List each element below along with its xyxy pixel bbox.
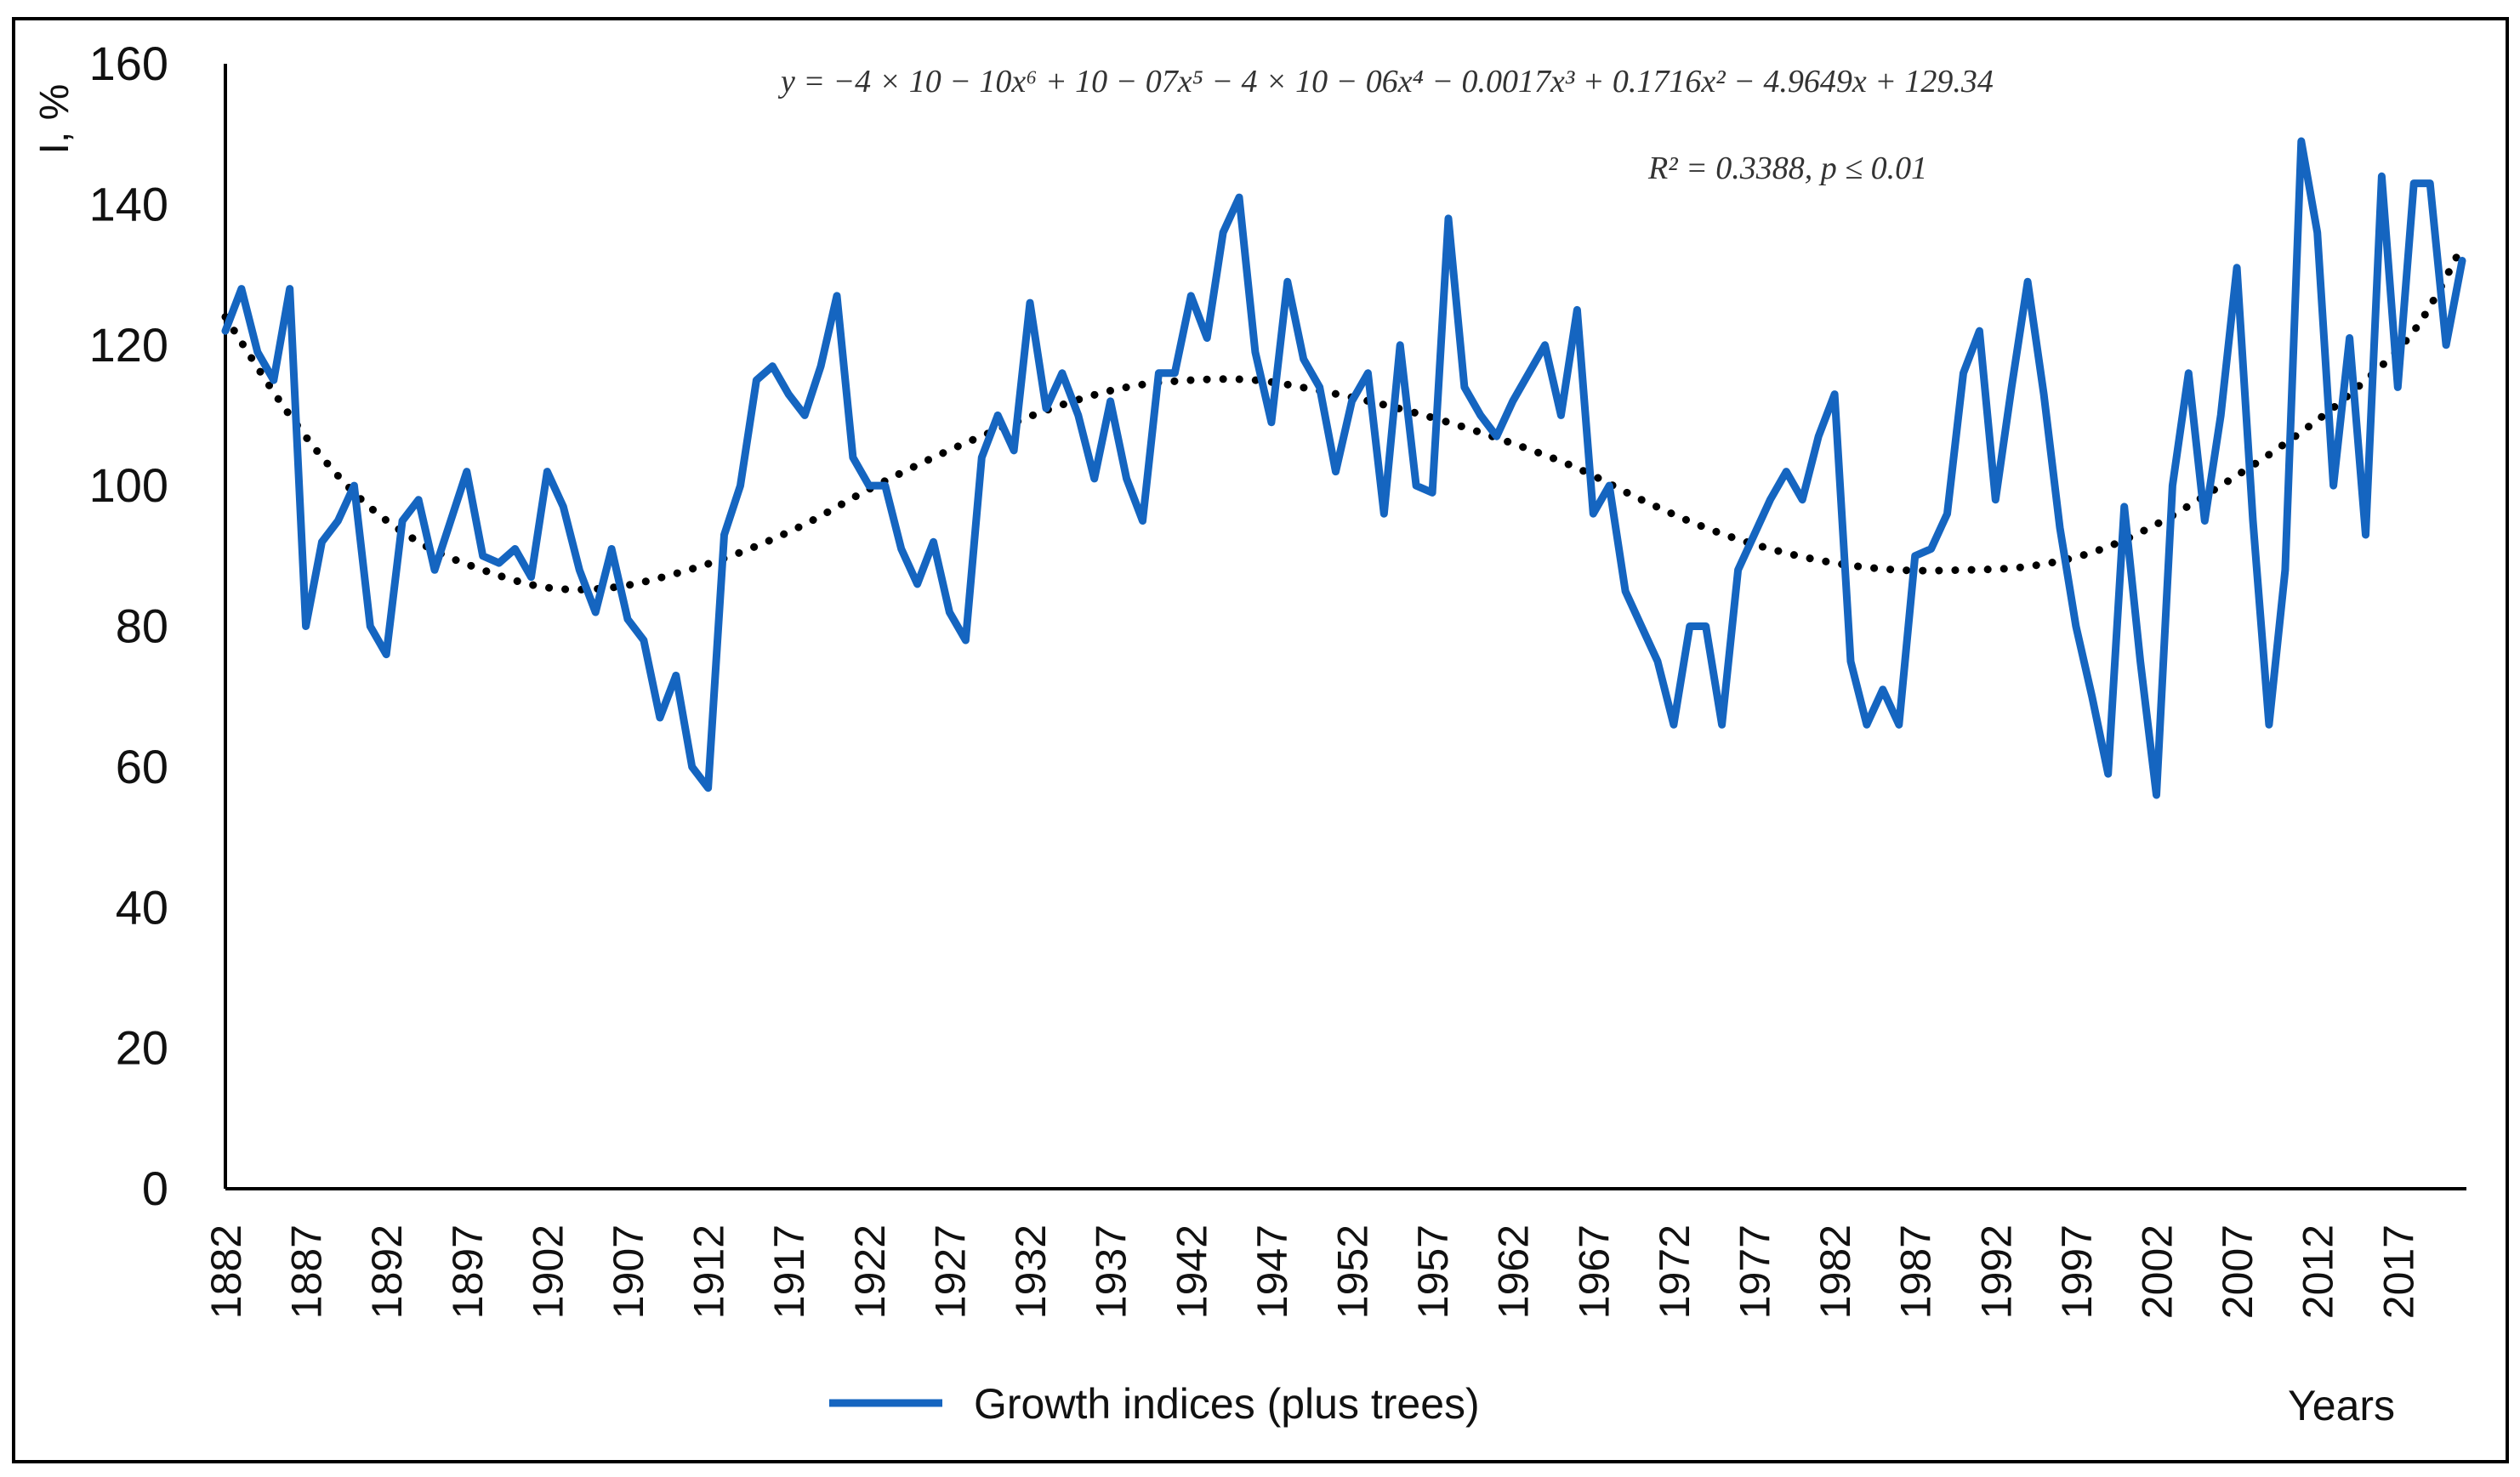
x-tick-label: 1992 [1972, 1224, 2020, 1319]
x-tick-label: 1897 [444, 1224, 492, 1319]
x-tick-label: 2017 [2375, 1224, 2422, 1319]
x-tick-label: 1957 [1409, 1224, 1457, 1319]
x-tick-label: 1977 [1731, 1224, 1778, 1319]
x-tick-label: 1932 [1007, 1224, 1055, 1319]
trend-equation: y = −4 × 10 − 10x⁶ + 10 − 07x⁵ − 4 × 10 … [777, 64, 1994, 99]
y-tick-label: 140 [89, 177, 168, 230]
x-tick-label: 1972 [1651, 1224, 1698, 1319]
y-tick-label: 80 [116, 599, 168, 653]
data-series [221, 137, 2466, 799]
x-tick-label: 1997 [2053, 1224, 2101, 1319]
y-tick-label: 160 [89, 37, 168, 90]
x-tick-label: 1952 [1328, 1224, 1376, 1319]
x-tick-label: 1882 [202, 1224, 250, 1319]
legend-label: Growth indices (plus trees) [974, 1380, 1480, 1428]
r-squared-annotation: R² = 0.3388, p ≤ 0.01 [1647, 151, 1927, 186]
x-tick-label: 1987 [1892, 1224, 1940, 1319]
growth-index-line [221, 137, 2466, 799]
y-tick-label: 40 [116, 880, 168, 934]
y-tick-label: 100 [89, 458, 168, 512]
x-tick-label: 1902 [524, 1224, 572, 1319]
y-tick-label: 0 [142, 1162, 168, 1215]
x-tick-label: 1912 [685, 1224, 733, 1319]
x-tick-label: 1962 [1490, 1224, 1538, 1319]
y-tick-label: 20 [116, 1021, 168, 1075]
axes [224, 64, 2466, 1190]
x-tick-label: 1907 [605, 1224, 652, 1319]
x-tick-label: 1917 [765, 1224, 813, 1319]
x-tick-label: 1927 [926, 1224, 974, 1319]
x-tick-label: 2012 [2295, 1224, 2342, 1319]
x-tick-label: 1947 [1249, 1224, 1296, 1319]
x-axis-label: Years [2288, 1382, 2395, 1429]
x-tick-label: 1982 [1812, 1224, 1859, 1319]
x-tick-label: 1922 [846, 1224, 894, 1319]
x-tick-label: 2007 [2214, 1224, 2261, 1319]
x-tick-label: 1892 [363, 1224, 411, 1319]
x-tick-label: 1887 [283, 1224, 331, 1319]
x-tick-label: 1967 [1570, 1224, 1618, 1319]
legend: Growth indices (plus trees) [829, 1380, 1480, 1428]
y-tick-label: 60 [116, 740, 168, 793]
x-tick-label: 1942 [1168, 1224, 1215, 1319]
x-tick-label: 2002 [2134, 1224, 2182, 1319]
figure-frame [12, 17, 2509, 1463]
y-axis-label: I, % [32, 84, 77, 155]
y-tick-label: 120 [89, 318, 168, 372]
tick-labels: 0 20 40 60 80 100 120 140 160 1882 1887 1892 1897 190… [89, 37, 2423, 1319]
x-tick-label: 1937 [1088, 1224, 1135, 1319]
